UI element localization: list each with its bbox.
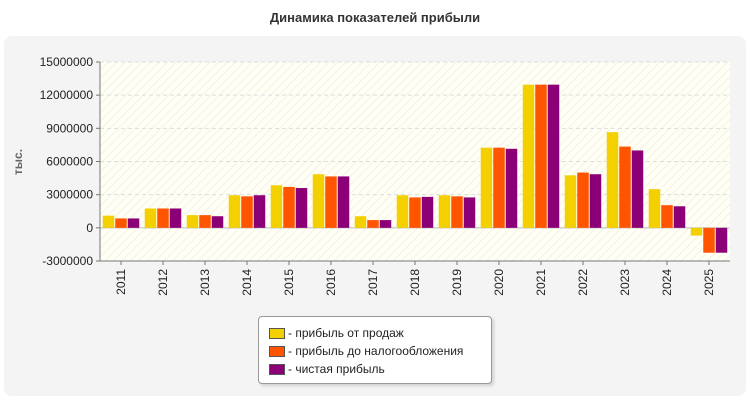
bar-2020-series-1 [493, 147, 505, 228]
bar-2014-series-0 [228, 195, 241, 228]
bar-2014-series-2 [253, 195, 266, 228]
chart-title: Динамика показателей прибыли [269, 10, 481, 25]
legend-label-sales: - прибыль от продаж [288, 326, 404, 340]
bar-2016-series-0 [312, 174, 325, 228]
y-tick-label: -3000000 [42, 254, 93, 268]
x-tick-label: 2020 [492, 269, 506, 296]
bar-2013-series-0 [186, 215, 199, 228]
bar-2022-series-1 [577, 172, 589, 228]
x-tick-label: 2017 [366, 269, 380, 296]
x-tick-label: 2024 [660, 269, 674, 296]
bar-2024-series-1 [661, 205, 673, 228]
legend-swatch-net [269, 363, 285, 375]
legend-item-sales: - прибыль от продаж [269, 325, 404, 341]
x-tick-label: 2012 [156, 269, 170, 296]
bar-2015-series-2 [295, 188, 308, 228]
y-tick-label: 3000000 [46, 188, 93, 202]
bar-2013-series-1 [199, 215, 211, 228]
bar-2021-series-1 [535, 84, 547, 228]
bar-2022-series-0 [564, 175, 577, 228]
bar-2021-series-2 [547, 84, 560, 228]
x-tick-label: 2013 [198, 269, 212, 296]
legend-label-net: - чистая прибыль [288, 362, 385, 376]
x-tick-label: 2015 [282, 269, 296, 296]
bar-2016-series-1 [325, 176, 337, 228]
bar-2011-series-2 [127, 218, 140, 228]
x-tick-label: 2018 [408, 269, 422, 296]
bar-2024-series-2 [673, 206, 686, 228]
x-tick-label: 2021 [534, 269, 548, 296]
bar-2013-series-2 [211, 216, 224, 228]
x-tick-labels: 2011 2012 2013 2014 2015 2016 2017 2018 2019 2020… [114, 261, 716, 296]
legend-item-pretax: - прибыль до налогообложения [269, 343, 463, 359]
bar-2023-series-2 [631, 150, 644, 228]
bar-2018-series-0 [396, 195, 409, 228]
bar-2019-series-1 [451, 196, 463, 228]
bars-group [102, 84, 728, 253]
bar-2011-series-0 [102, 215, 115, 228]
y-tick-label: 15000000 [40, 55, 94, 69]
legend-label-pretax: - прибыль до налогообложения [288, 344, 464, 358]
bar-2015-series-1 [283, 186, 295, 228]
bar-2025-series-1 [703, 227, 715, 253]
bar-2017-series-2 [379, 220, 392, 228]
bar-2018-series-2 [421, 196, 434, 228]
y-tick-label: 12000000 [40, 88, 94, 102]
x-tick-label: 2019 [450, 269, 464, 296]
bar-2025-series-2 [715, 227, 728, 253]
x-tick-label: 2014 [240, 269, 254, 296]
bar-2019-series-2 [463, 197, 476, 228]
x-tick-label: 2025 [702, 269, 716, 296]
x-tick-label: 2023 [618, 269, 632, 296]
bar-2014-series-1 [241, 196, 253, 228]
legend-swatch-pretax [269, 345, 285, 357]
bar-2020-series-0 [480, 147, 493, 228]
x-tick-label: 2016 [324, 269, 338, 296]
bar-2012-series-1 [157, 208, 169, 228]
y-tick-labels: 15000000 12000000 9000000 6000000 3000000 0 -3… [40, 55, 100, 268]
bar-2011-series-1 [115, 218, 127, 228]
y-axis-label: тыс. [11, 149, 25, 175]
x-tick-label: 2011 [114, 269, 128, 295]
bar-2024-series-0 [648, 189, 661, 228]
bar-2018-series-1 [409, 197, 421, 228]
bar-2017-series-1 [367, 220, 379, 228]
bar-2012-series-2 [169, 208, 182, 228]
bar-2019-series-0 [438, 195, 451, 228]
bar-2015-series-0 [270, 185, 283, 228]
bar-2012-series-0 [144, 208, 157, 228]
legend-swatch-sales [269, 327, 285, 339]
y-tick-label: 0 [86, 221, 93, 235]
bar-2020-series-2 [505, 148, 518, 228]
bar-2023-series-1 [619, 146, 631, 228]
bar-2025-series-0 [690, 227, 703, 236]
bar-2017-series-0 [354, 216, 367, 228]
legend: - прибыль от продаж - прибыль до налогоо… [258, 316, 492, 384]
y-tick-label: 6000000 [46, 155, 93, 169]
bar-2022-series-2 [589, 174, 602, 228]
bar-2023-series-0 [606, 132, 619, 228]
bar-2021-series-0 [522, 84, 535, 228]
bar-2016-series-2 [337, 176, 350, 228]
y-tick-label: 9000000 [46, 121, 93, 135]
x-tick-label: 2022 [576, 269, 590, 296]
legend-item-net: - чистая прибыль [269, 361, 385, 377]
